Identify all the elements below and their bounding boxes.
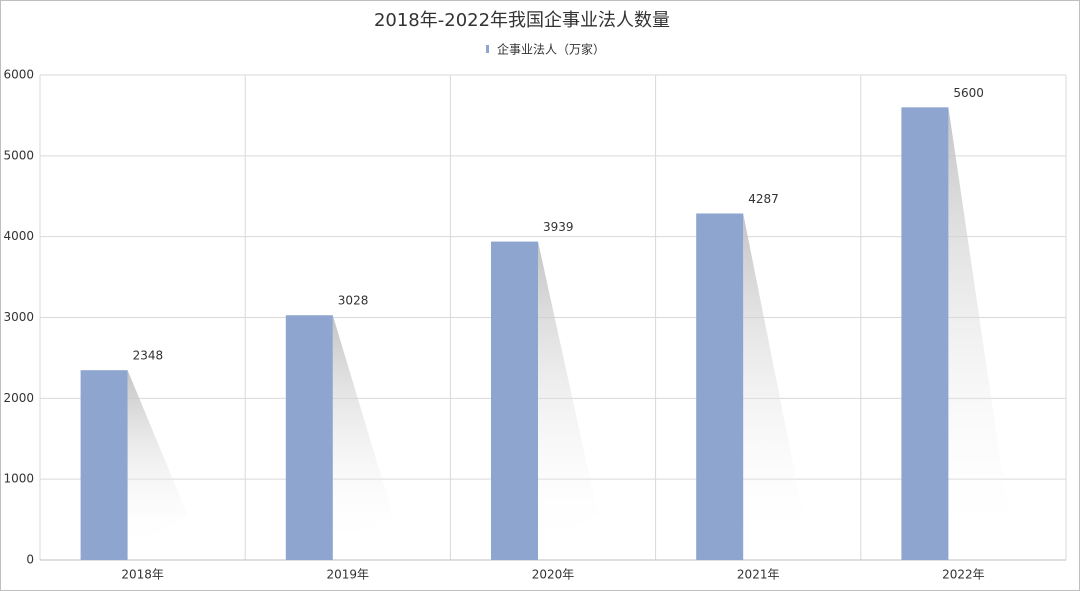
bar <box>491 241 538 560</box>
legend-swatch <box>486 45 489 53</box>
bar <box>696 213 744 560</box>
data-label: 3028 <box>338 294 369 308</box>
chart-title: 2018年-2022年我国企事业法人数量 <box>374 10 670 31</box>
bar-shadow <box>743 213 804 550</box>
x-tick-label: 2018年 <box>121 568 164 582</box>
x-tick-label: 2019年 <box>327 568 370 582</box>
bar-shadow <box>538 241 598 550</box>
data-label: 2348 <box>133 349 164 363</box>
bar-shadow <box>332 315 393 550</box>
data-label: 5600 <box>953 86 984 100</box>
y-tick-label: 3000 <box>3 310 34 324</box>
y-tick-label: 2000 <box>3 391 34 405</box>
data-label: 3939 <box>543 220 574 234</box>
y-tick-label: 6000 <box>3 68 34 82</box>
y-tick-label: 5000 <box>3 148 34 162</box>
y-tick-label: 4000 <box>3 229 34 243</box>
x-tick-label: 2020年 <box>532 568 575 582</box>
bar-shadow <box>127 370 188 550</box>
y-tick-label: 0 <box>26 553 34 567</box>
bar-shadow <box>948 107 1009 550</box>
legend-label: 企事业法人（万家） <box>497 42 605 57</box>
x-tick-label: 2022年 <box>942 568 985 582</box>
data-label: 4287 <box>748 192 779 206</box>
x-tick-label: 2021年 <box>737 568 780 582</box>
bar <box>901 107 949 560</box>
y-tick-label: 1000 <box>3 472 34 486</box>
bar <box>80 370 128 560</box>
bar <box>285 315 333 560</box>
